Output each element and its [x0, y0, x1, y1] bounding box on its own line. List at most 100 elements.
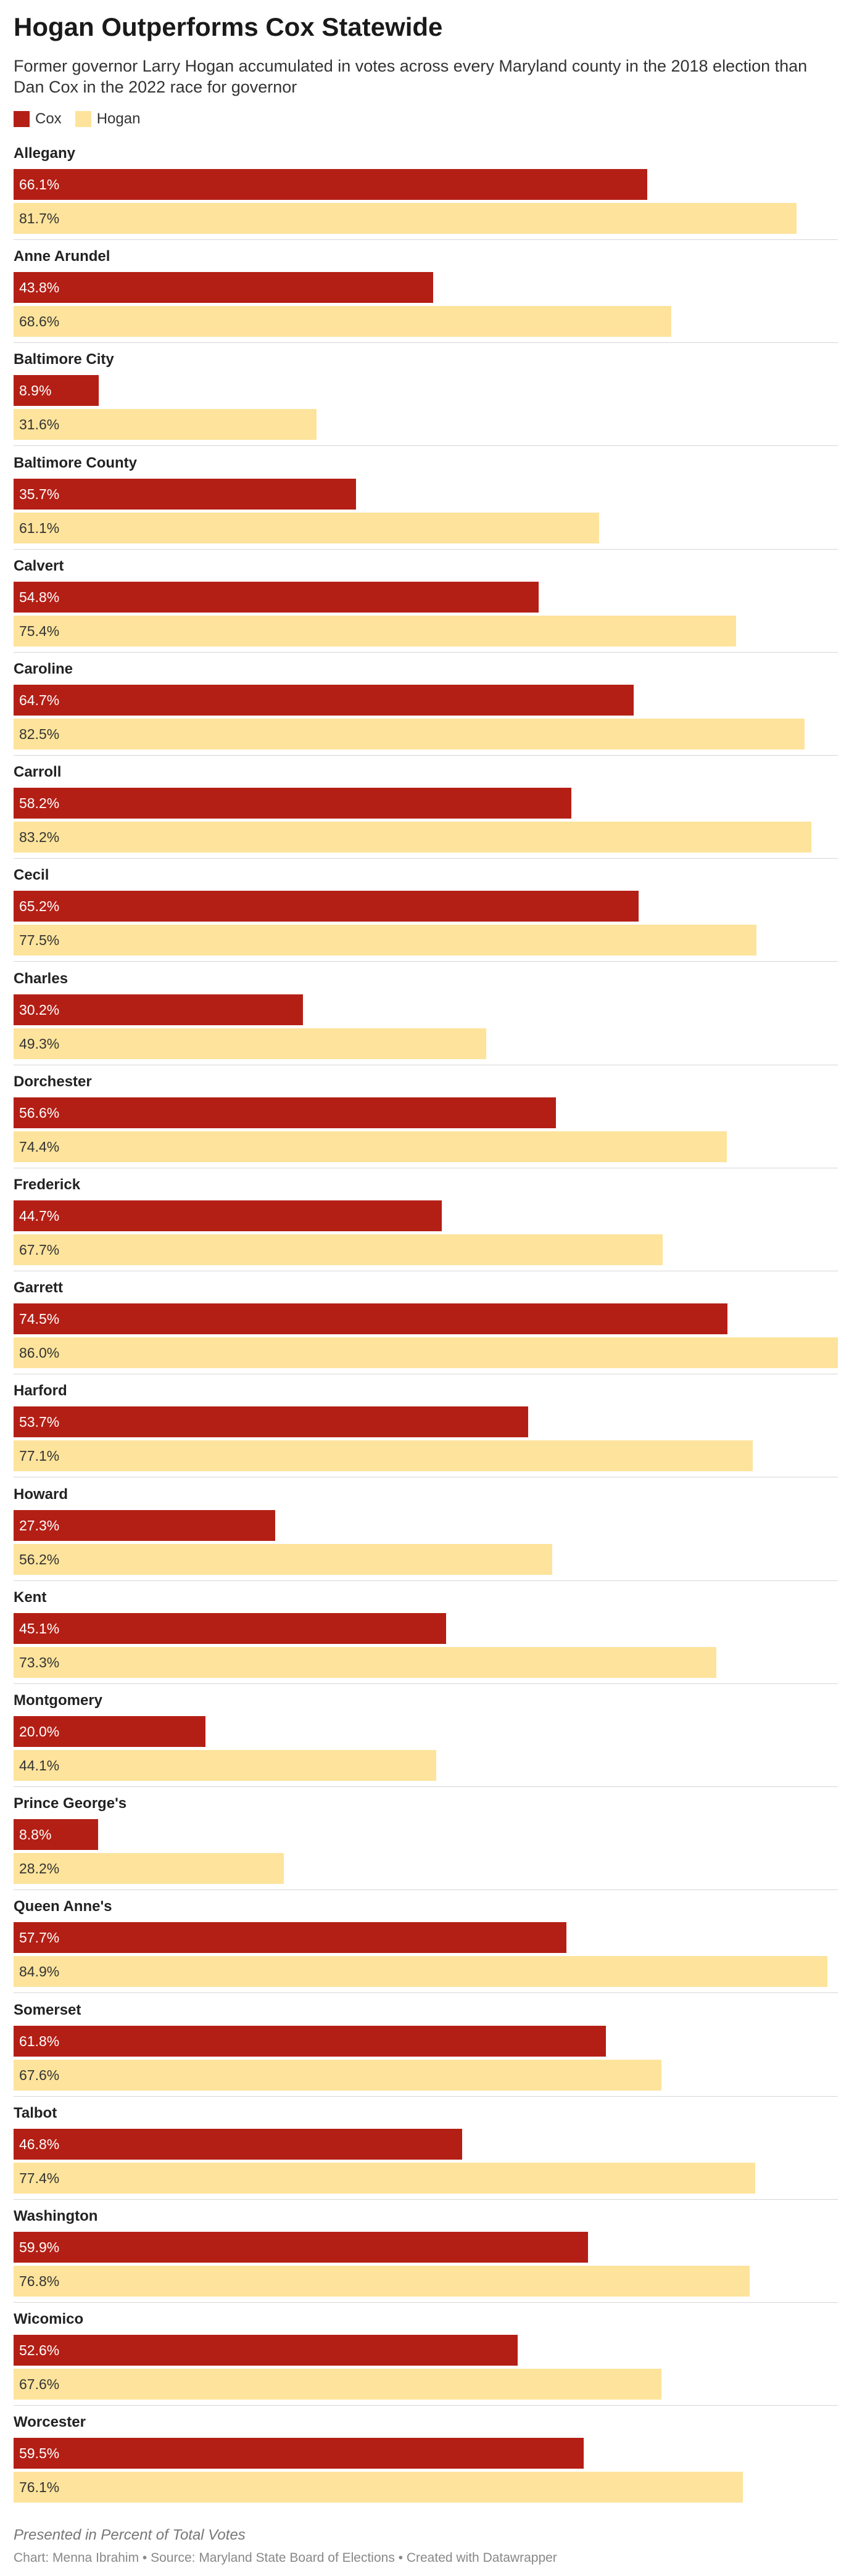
cox-value-label: 46.8%: [19, 2136, 60, 2152]
row-divider: [14, 1889, 838, 1891]
cox-bar: 61.8%: [14, 2025, 607, 2057]
cox-value-label: 59.9%: [19, 2239, 60, 2255]
cox-bar: 65.2%: [14, 891, 639, 922]
footer-credit: Chart: Menna Ibrahim • Source: Maryland …: [14, 2551, 557, 2565]
county-label: Worcester: [14, 2414, 86, 2431]
hogan-bar: 81.7%: [14, 203, 797, 234]
hogan-value-label: 73.3%: [19, 1654, 60, 1670]
row-divider: [14, 1786, 838, 1787]
county-row-charles: Charles 30.2% 49.3%: [14, 961, 838, 1065]
cox-bar: 8.9%: [14, 375, 99, 407]
hogan-bar: 49.3%: [14, 1028, 486, 1059]
county-label: Somerset: [14, 2001, 81, 2018]
row-divider: [14, 858, 838, 859]
county-label: Washington: [14, 2208, 98, 2224]
row-divider: [14, 1683, 838, 1684]
county-label: Garrett: [14, 1279, 64, 1297]
hogan-value-label: 77.1%: [19, 1448, 60, 1464]
cox-value-label: 45.1%: [19, 1620, 60, 1637]
hogan-bar: 77.5%: [14, 925, 756, 956]
hogan-bar: 56.2%: [14, 1543, 553, 1575]
hogan-bar: 77.4%: [14, 2162, 756, 2194]
county-label: Montgomery: [14, 1692, 102, 1709]
cox-bar: 45.1%: [14, 1612, 446, 1644]
cox-value-label: 54.8%: [19, 588, 60, 605]
hogan-bar: 86.0%: [14, 1337, 838, 1369]
cox-value-label: 35.7%: [19, 485, 60, 502]
county-row-allegany: Allegany 66.1% 81.7%: [14, 136, 838, 240]
hogan-bar: 83.2%: [14, 822, 811, 853]
cox-bar: 74.5%: [14, 1303, 728, 1335]
county-label: Cecil: [14, 867, 49, 884]
county-label: Allegany: [14, 145, 76, 162]
legend-swatch-hogan: [75, 111, 91, 127]
county-row-washington: Washington 59.9% 76.8%: [14, 2198, 838, 2303]
county-row-dorchester: Dorchester 56.6% 74.4%: [14, 1064, 838, 1168]
row-divider: [14, 651, 838, 653]
row-divider: [14, 2095, 838, 2097]
county-row-anne-arundel: Anne Arundel 43.8% 68.6%: [14, 239, 838, 344]
cox-value-label: 65.2%: [19, 898, 60, 915]
hogan-value-label: 76.8%: [19, 2273, 60, 2289]
row-divider: [14, 2198, 838, 2200]
county-label: Anne Arundel: [14, 248, 110, 265]
cox-value-label: 44.7%: [19, 1208, 60, 1224]
hogan-value-label: 67.6%: [19, 2376, 60, 2393]
county-label: Kent: [14, 1588, 47, 1606]
county-label: Caroline: [14, 661, 73, 677]
chart-subtitle: Former governor Larry Hogan accumulated …: [14, 57, 808, 96]
hogan-value-label: 49.3%: [19, 1035, 60, 1052]
hogan-value-label: 74.4%: [19, 1138, 60, 1155]
cox-value-label: 59.5%: [19, 2445, 60, 2462]
row-divider: [14, 548, 838, 550]
cox-value-label: 8.8%: [19, 1827, 52, 1843]
hogan-value-label: 61.1%: [19, 519, 60, 536]
county-row-frederick: Frederick 44.7% 67.7%: [14, 1167, 838, 1271]
county-label: Charles: [14, 970, 68, 987]
hogan-bar: 74.4%: [14, 1131, 727, 1162]
chart-title: Hogan Outperforms Cox Statewide: [14, 12, 443, 41]
cox-bar: 46.8%: [14, 2128, 463, 2160]
cox-value-label: 64.7%: [19, 692, 60, 708]
hogan-bar: 73.3%: [14, 1646, 716, 1678]
hogan-value-label: 67.6%: [19, 2066, 60, 2083]
county-row-baltimore-county: Baltimore County 35.7% 61.1%: [14, 445, 838, 550]
cox-bar: 53.7%: [14, 1406, 529, 1438]
county-label: Carroll: [14, 764, 62, 781]
hogan-value-label: 77.4%: [19, 2169, 60, 2186]
cox-value-label: 66.1%: [19, 176, 60, 192]
cox-bar: 58.2%: [14, 788, 572, 819]
hogan-value-label: 76.1%: [19, 2479, 60, 2496]
cox-value-label: 52.6%: [19, 2342, 60, 2359]
county-row-somerset: Somerset 61.8% 67.6%: [14, 1992, 838, 2097]
county-label: Baltimore City: [14, 351, 114, 368]
county-row-montgomery: Montgomery 20.0% 44.1%: [14, 1683, 838, 1787]
row-divider: [14, 1580, 838, 1581]
county-row-cecil: Cecil 65.2% 77.5%: [14, 857, 838, 962]
hogan-bar: 84.9%: [14, 1956, 827, 1988]
hogan-bar: 61.1%: [14, 512, 600, 543]
county-label: Calvert: [14, 557, 64, 574]
cox-bar: 30.2%: [14, 994, 304, 1025]
row-divider: [14, 342, 838, 344]
county-row-baltimore-city: Baltimore City 8.9% 31.6%: [14, 342, 838, 447]
row-divider: [14, 2302, 838, 2303]
county-row-worcester: Worcester 59.5% 76.1%: [14, 2405, 838, 2508]
county-row-queen-anne-s: Queen Anne's 57.7% 84.9%: [14, 1889, 838, 1994]
hogan-value-label: 86.0%: [19, 1345, 60, 1361]
cox-value-label: 20.0%: [19, 1724, 60, 1740]
row-divider: [14, 2405, 838, 2406]
cox-value-label: 8.9%: [19, 382, 52, 399]
cox-bar: 44.7%: [14, 1200, 442, 1231]
footer-note: Presented in Percent of Total Votes: [14, 2527, 246, 2543]
cox-bar: 27.3%: [14, 1509, 276, 1541]
county-label: Dorchester: [14, 1073, 92, 1090]
county-label: Prince George's: [14, 1795, 127, 1812]
row-divider: [14, 239, 838, 240]
hogan-bar: 28.2%: [14, 1853, 284, 1885]
cox-bar: 59.5%: [14, 2438, 584, 2469]
cox-value-label: 58.2%: [19, 795, 60, 812]
hogan-bar: 67.7%: [14, 1234, 663, 1265]
county-row-harford: Harford 53.7% 77.1%: [14, 1373, 838, 1478]
cox-bar: 35.7%: [14, 478, 356, 510]
